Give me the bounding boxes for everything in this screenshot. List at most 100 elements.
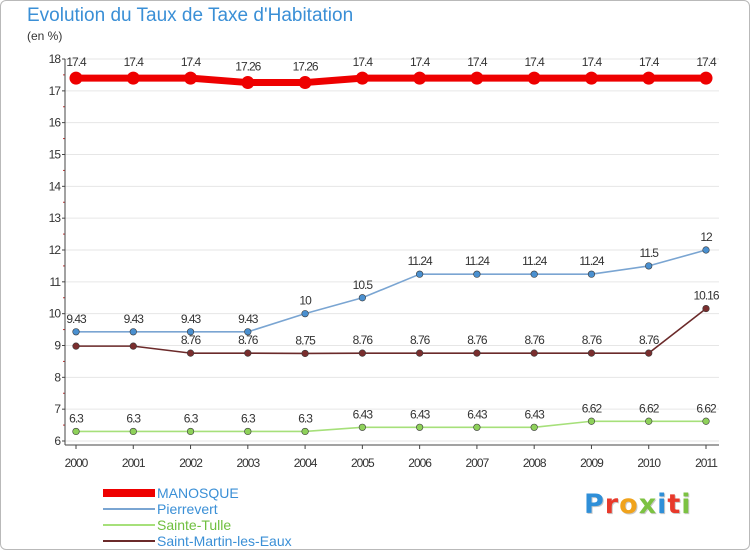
- data-label-sainte-tulle: 6.43: [525, 407, 546, 421]
- y-tick-label: 17: [49, 84, 62, 98]
- data-label-sainte-tulle: 6.62: [639, 401, 660, 415]
- data-label-manosque: 17.4: [582, 55, 603, 69]
- data-label-pierrevert: 10: [299, 294, 312, 308]
- series-line-manosque: [72, 74, 710, 87]
- data-label-pierrevert: 11.24: [465, 254, 490, 268]
- data-point-saint-martin-les-eaux: [129, 342, 137, 350]
- data-label-manosque: 17.4: [696, 55, 717, 69]
- data-label-manosque: 17.4: [467, 55, 488, 69]
- legend-item: Pierrevert: [103, 501, 292, 517]
- data-point-saint-martin-les-eaux: [702, 304, 710, 313]
- data-point-pierrevert: [358, 294, 366, 302]
- x-tick-label: 2005: [351, 456, 375, 470]
- data-label-manosque: 17.4: [124, 55, 145, 69]
- data-label-pierrevert: 9.43: [124, 312, 145, 326]
- data-label-saint-martin-les-eaux: 8.76: [353, 333, 374, 347]
- x-tick-label: 2010: [637, 456, 661, 470]
- x-tick-label: 2008: [523, 456, 547, 470]
- data-point-manosque: [642, 71, 656, 85]
- data-point-pierrevert: [244, 328, 252, 336]
- data-point-manosque: [69, 71, 83, 85]
- legend-item: Saint-Martin-les-Eaux: [103, 533, 292, 549]
- y-tick-label: 6: [54, 434, 61, 448]
- data-point-pierrevert: [186, 328, 195, 336]
- x-tick-label: 2006: [408, 456, 432, 470]
- data-point-sainte-tulle: [702, 417, 710, 425]
- data-label-manosque: 17.4: [639, 55, 660, 69]
- data-point-saint-martin-les-eaux: [530, 349, 538, 357]
- data-point-pierrevert: [587, 270, 596, 278]
- x-tick-label: 2004: [294, 456, 318, 470]
- data-label-pierrevert: 11.24: [579, 254, 604, 268]
- data-point-saint-martin-les-eaux: [358, 349, 366, 357]
- data-point-pierrevert: [702, 246, 710, 254]
- data-point-pierrevert: [72, 328, 80, 336]
- y-tick-label: 11: [50, 275, 62, 289]
- x-tick-label: 2009: [580, 456, 604, 470]
- data-point-pierrevert: [129, 328, 137, 336]
- x-tick-label: 2003: [236, 456, 260, 470]
- data-point-manosque: [298, 76, 312, 90]
- data-label-pierrevert: 9.43: [66, 312, 87, 326]
- data-label-manosque: 17.26: [235, 60, 261, 74]
- data-label-pierrevert: 11.5: [639, 246, 659, 260]
- data-label-saint-martin-les-eaux: 8.75: [295, 333, 316, 347]
- data-point-sainte-tulle: [129, 427, 137, 436]
- data-point-manosque: [527, 71, 541, 85]
- data-label-sainte-tulle: 6.43: [467, 407, 488, 421]
- x-tick-label: 2002: [179, 456, 203, 470]
- legend-swatch: [103, 540, 155, 542]
- legend-swatch: [103, 508, 155, 510]
- data-label-sainte-tulle: 6.43: [410, 407, 431, 421]
- series-line-saint-martin-les-eaux: [75, 307, 707, 355]
- data-point-manosque: [241, 76, 255, 90]
- data-label-pierrevert: 10.5: [353, 278, 374, 292]
- y-tick-label: 9: [54, 339, 61, 353]
- data-point-sainte-tulle: [358, 423, 366, 431]
- y-tick-label: 12: [49, 243, 62, 257]
- data-label-manosque: 17.4: [410, 55, 431, 69]
- data-label-saint-martin-les-eaux: 10.16: [693, 289, 719, 303]
- data-label-sainte-tulle: 6.3: [241, 411, 256, 425]
- data-point-sainte-tulle: [72, 427, 80, 436]
- data-label-pierrevert: 9.43: [238, 312, 259, 326]
- data-label-sainte-tulle: 6.3: [298, 411, 313, 425]
- data-point-pierrevert: [530, 270, 538, 278]
- y-tick-label: 18: [49, 52, 62, 66]
- data-point-sainte-tulle: [301, 427, 309, 436]
- x-tick-label: 2000: [65, 456, 89, 470]
- data-point-sainte-tulle: [645, 417, 653, 425]
- legend-label: MANOSQUE: [157, 485, 239, 501]
- data-point-saint-martin-les-eaux: [72, 342, 80, 350]
- data-label-pierrevert: 12: [700, 230, 713, 244]
- data-point-manosque: [184, 71, 198, 85]
- data-point-pierrevert: [645, 262, 653, 270]
- data-point-saint-martin-les-eaux: [587, 349, 596, 357]
- legend: MANOSQUE Pierrevert Sainte-Tulle Saint-Mart…: [103, 485, 292, 549]
- legend-item: MANOSQUE: [103, 485, 292, 501]
- data-point-saint-martin-les-eaux: [645, 349, 653, 357]
- data-point-manosque: [470, 71, 484, 85]
- x-tick-label: 2001: [122, 456, 146, 470]
- data-point-pierrevert: [473, 270, 481, 278]
- chart-unit: (en %): [27, 29, 63, 43]
- data-label-manosque: 17.4: [525, 55, 546, 69]
- data-label-sainte-tulle: 6.3: [184, 411, 199, 425]
- x-tick-label: 2011: [695, 456, 718, 470]
- data-label-sainte-tulle: 6.3: [126, 411, 141, 425]
- data-point-pierrevert: [416, 270, 424, 278]
- legend-swatch: [103, 524, 155, 526]
- series-line-sainte-tulle: [75, 420, 707, 433]
- data-label-saint-martin-les-eaux: 8.76: [467, 333, 488, 347]
- data-point-sainte-tulle: [587, 417, 596, 425]
- legend-swatch: [103, 489, 155, 497]
- data-point-saint-martin-les-eaux: [416, 349, 424, 357]
- data-label-sainte-tulle: 6.3: [69, 411, 84, 425]
- data-point-sainte-tulle: [473, 423, 481, 431]
- data-label-manosque: 17.4: [181, 55, 202, 69]
- data-point-sainte-tulle: [186, 427, 195, 436]
- data-label-sainte-tulle: 6.43: [353, 407, 374, 421]
- data-point-manosque: [413, 71, 427, 85]
